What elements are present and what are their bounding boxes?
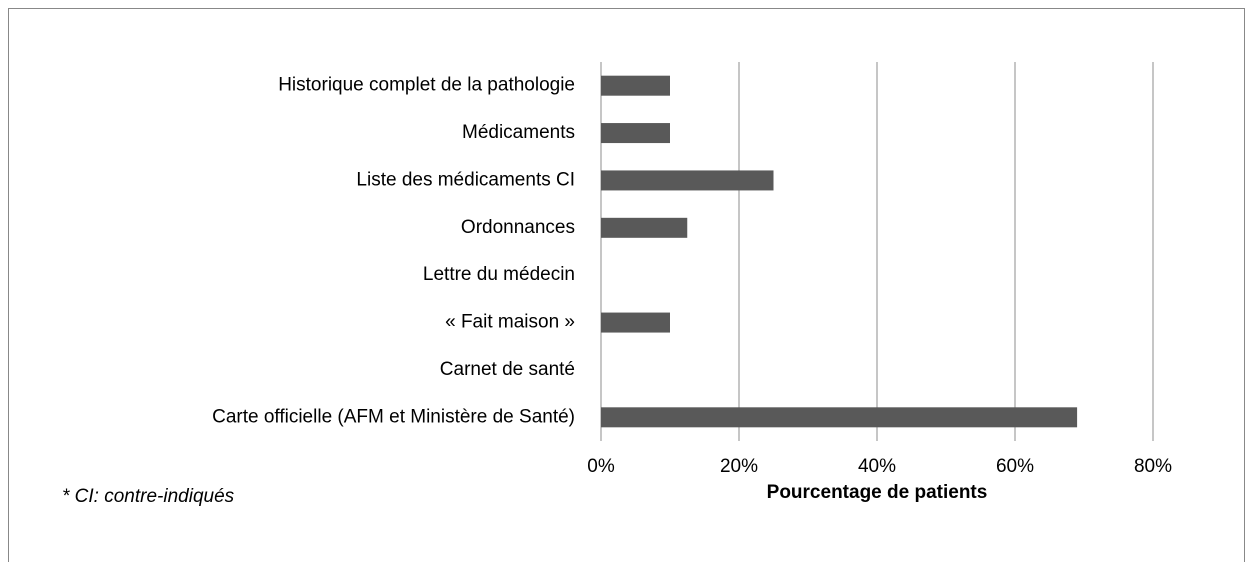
x-tick-label: 0%	[587, 456, 615, 477]
y-tick-label: Lettre du médecin	[423, 264, 575, 285]
y-tick-label: Ordonnances	[461, 217, 575, 238]
x-tick-label: 20%	[720, 456, 758, 477]
x-tick-label: 40%	[858, 456, 896, 477]
bar	[601, 123, 670, 144]
y-tick-label: Médicaments	[462, 122, 575, 143]
frame	[8, 8, 1245, 562]
bar	[601, 407, 1078, 428]
y-tick-label: Carnet de santé	[440, 359, 575, 380]
x-axis-label: Pourcentage de patients	[767, 482, 988, 503]
y-tick-label: Carte officielle (AFM et Ministère de Sa…	[212, 406, 575, 427]
bar	[601, 170, 774, 191]
bar	[601, 217, 688, 238]
footnote: * CI: contre-indiqués	[62, 486, 235, 507]
bar	[601, 312, 670, 333]
x-tick-label: 80%	[1134, 456, 1172, 477]
y-tick-label: Historique complet de la pathologie	[278, 75, 575, 96]
bar	[601, 75, 670, 96]
y-tick-label: Liste des médicaments CI	[356, 169, 575, 190]
y-tick-label: « Fait maison »	[445, 312, 575, 333]
x-tick-label: 60%	[996, 456, 1034, 477]
